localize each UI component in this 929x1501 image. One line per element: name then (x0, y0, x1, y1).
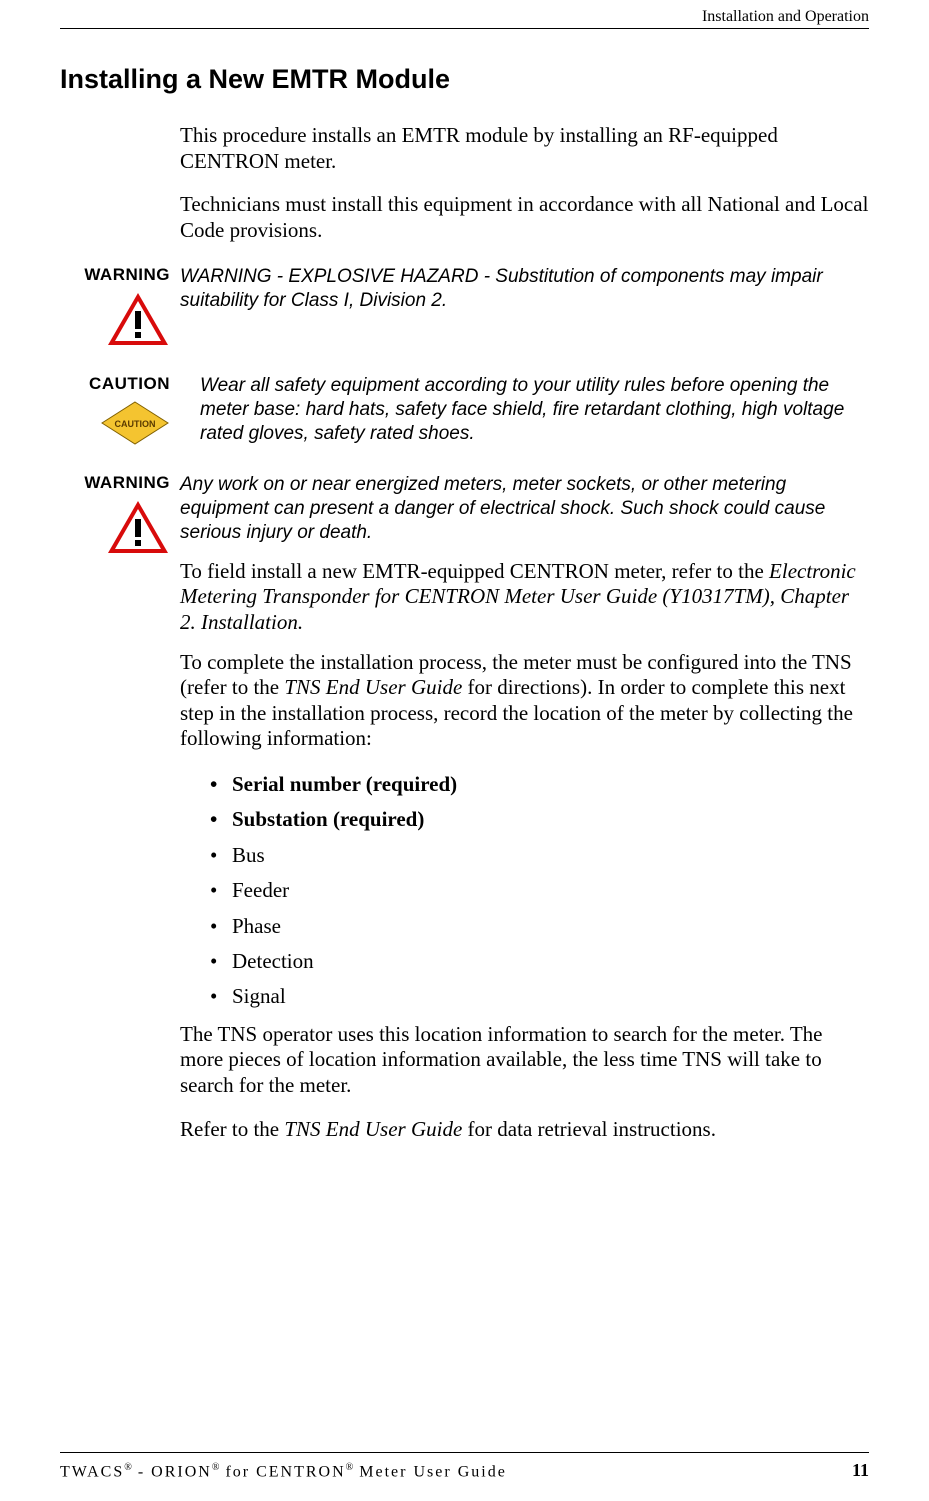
footer-centron: for CENTRON (219, 1463, 345, 1480)
list-item: Phase (210, 912, 869, 941)
caution-text: Wear all safety equipment according to y… (180, 374, 869, 451)
list-item: Detection (210, 947, 869, 976)
closing-p2: Refer to the TNS End User Guide for data… (180, 1117, 869, 1143)
followup-2: To complete the installation process, th… (180, 650, 869, 752)
list-item: Serial number (required) (210, 770, 869, 799)
closing-p1: The TNS operator uses this location info… (180, 1022, 869, 1099)
warning-2-text: Any work on or near energized meters, me… (180, 474, 825, 543)
warning-label: WARNING (60, 265, 180, 285)
footer-left: TWACS® - ORION® for CENTRON® Meter User … (60, 1462, 507, 1481)
page-number: 11 (852, 1460, 869, 1481)
intro-p2: Technicians must install this equipment … (180, 192, 869, 243)
warning-icon-2 (60, 499, 180, 560)
warning-callout-1: WARNING WARNING - EXPLOSIVE HAZARD - Sub… (60, 265, 869, 352)
intro-block: This procedure installs an EMTR module b… (180, 123, 869, 243)
list-item: Feeder (210, 876, 869, 905)
list-item: Substation (required) (210, 805, 869, 834)
footer-guide: Meter User Guide (353, 1463, 507, 1480)
reg-mark: ® (124, 1462, 132, 1473)
footer-orion: - ORION (132, 1463, 212, 1480)
caution-callout: CAUTION CAUTION Wear all safety equipmen… (60, 374, 869, 451)
info-list: Serial number (required) Substation (req… (180, 770, 869, 1012)
closing-p2b: for data retrieval instructions. (462, 1117, 716, 1141)
intro-p1: This procedure installs an EMTR module b… (180, 123, 869, 174)
caution-icon: CAUTION (60, 400, 180, 451)
svg-text:CAUTION: CAUTION (115, 419, 156, 429)
followup-1-pre: To field install a new EMTR-equipped CEN… (180, 559, 769, 583)
closing-p2a: Refer to the (180, 1117, 284, 1141)
page-title: Installing a New EMTR Module (60, 64, 869, 95)
footer: TWACS® - ORION® for CENTRON® Meter User … (60, 1460, 869, 1481)
caution-label: CAUTION (60, 374, 180, 394)
warning-1-text: WARNING - EXPLOSIVE HAZARD - Substitutio… (180, 265, 869, 352)
warning-2-block: Any work on or near energized meters, me… (180, 473, 869, 752)
footer-rule (60, 1452, 869, 1453)
list-item: Bus (210, 841, 869, 870)
info-list-block: Serial number (required) Substation (req… (180, 770, 869, 1142)
closing-p2-ref: TNS End User Guide (284, 1117, 462, 1141)
followup-1: To field install a new EMTR-equipped CEN… (180, 559, 869, 636)
running-head: Installation and Operation (60, 0, 869, 26)
warning-icon (60, 291, 180, 352)
warning-label-2: WARNING (60, 473, 180, 493)
header-rule (60, 28, 869, 29)
followup-2-ref: TNS End User Guide (284, 675, 462, 699)
list-item: Signal (210, 982, 869, 1011)
warning-callout-2: WARNING Any work on or near energized me… (60, 473, 869, 752)
footer-twacs: TWACS (60, 1463, 124, 1480)
